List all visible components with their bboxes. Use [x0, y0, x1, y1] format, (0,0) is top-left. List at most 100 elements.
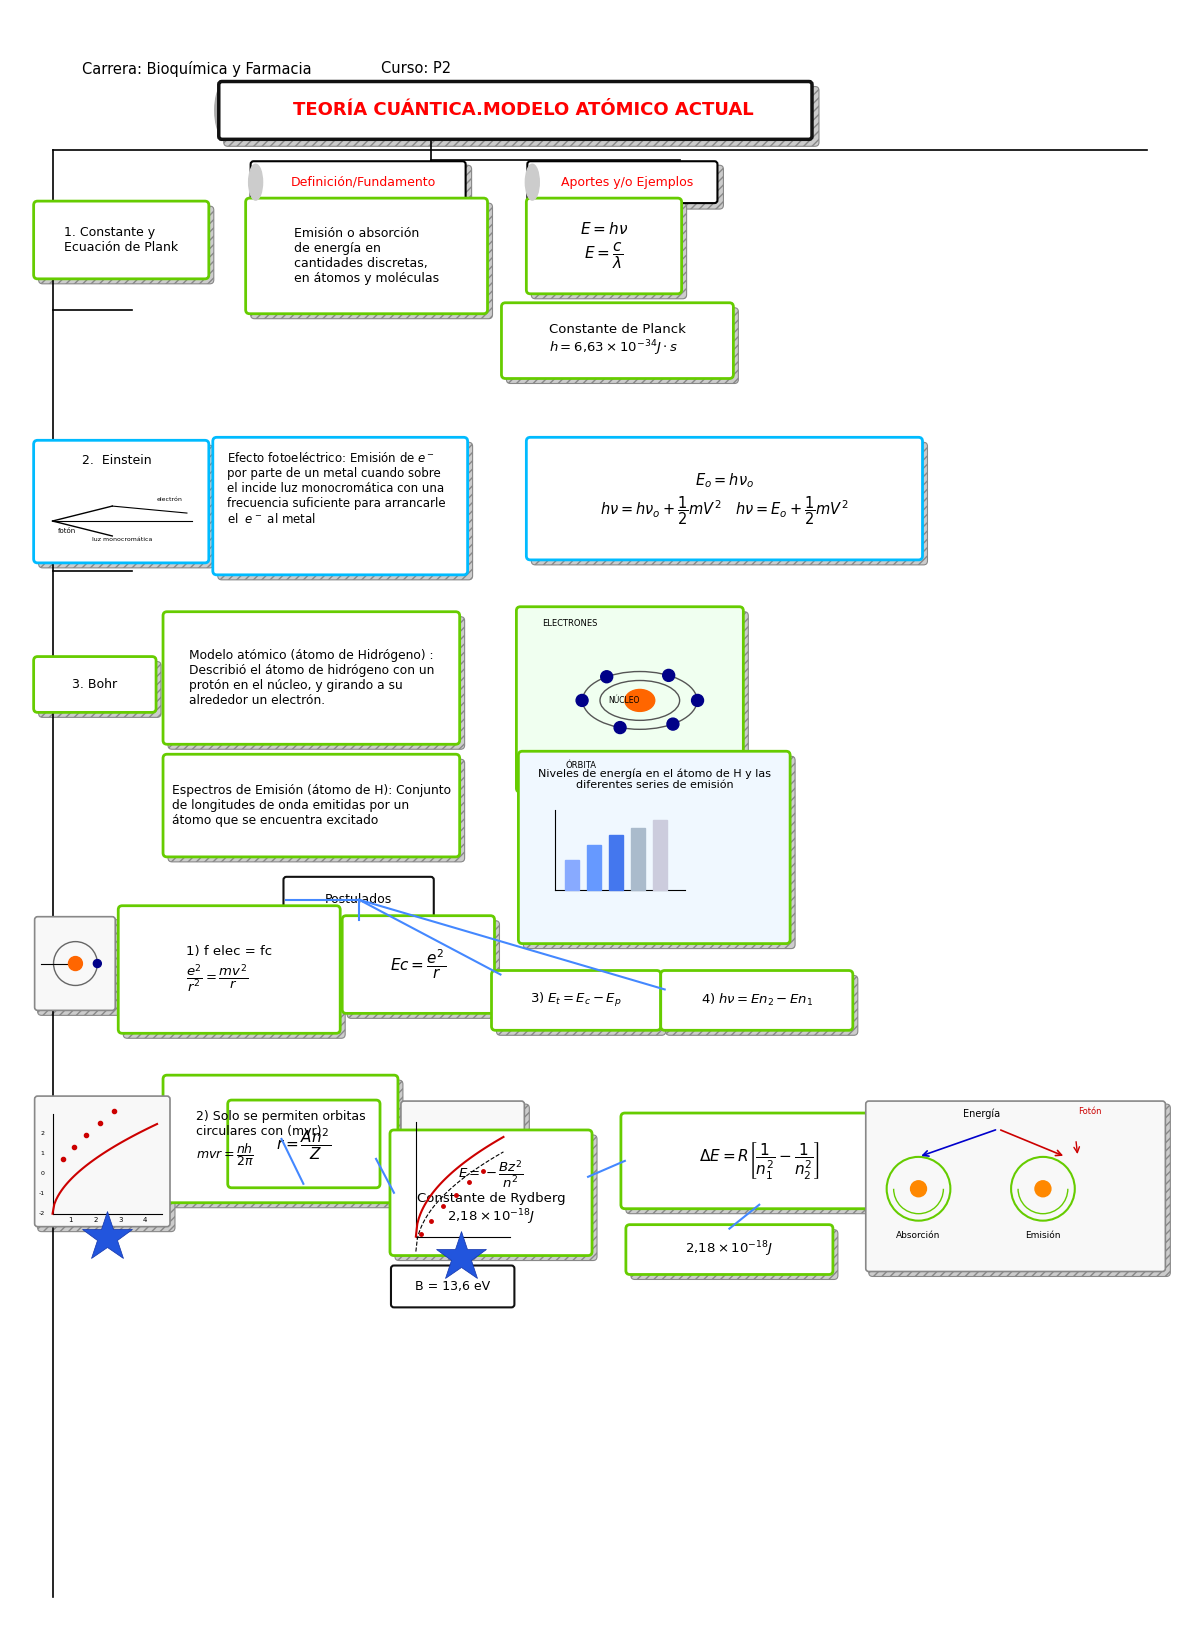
Circle shape — [576, 695, 588, 707]
FancyBboxPatch shape — [124, 911, 346, 1038]
Bar — [608, 835, 623, 890]
FancyBboxPatch shape — [532, 203, 686, 299]
Text: Definición/Fundamento: Definición/Fundamento — [290, 175, 436, 188]
FancyBboxPatch shape — [527, 198, 682, 294]
Bar — [587, 845, 601, 890]
FancyBboxPatch shape — [38, 662, 161, 718]
Text: -2: -2 — [38, 1212, 44, 1217]
Text: luz monocromática: luz monocromática — [92, 537, 152, 542]
Text: Modelo atómico (átomo de Hidrógeno) :
Describió el átomo de hidrógeno con un
pro: Modelo atómico (átomo de Hidrógeno) : De… — [188, 649, 434, 707]
FancyBboxPatch shape — [631, 1230, 838, 1280]
Text: ÓRBITA: ÓRBITA — [565, 761, 596, 771]
FancyBboxPatch shape — [492, 971, 661, 1030]
FancyBboxPatch shape — [228, 1100, 380, 1187]
Text: Emisión o absorción
de energía en
cantidades discretas,
en átomos y moléculas: Emisión o absorción de energía en cantid… — [294, 226, 439, 286]
Text: $3)\; E_t = E_c - E_p$: $3)\; E_t = E_c - E_p$ — [530, 991, 622, 1009]
FancyBboxPatch shape — [35, 916, 115, 1010]
FancyBboxPatch shape — [502, 302, 733, 378]
Text: $E = h\nu$
$E = \dfrac{c}{\lambda}$: $E = h\nu$ $E = \dfrac{c}{\lambda}$ — [580, 221, 628, 271]
FancyBboxPatch shape — [38, 446, 214, 568]
Circle shape — [1034, 1180, 1051, 1197]
Circle shape — [662, 669, 674, 682]
FancyBboxPatch shape — [38, 206, 214, 284]
Text: $E_o = h\nu_o$
$h\nu = h\nu_o + \dfrac{1}{2}mV^2 \quad h\nu = E_o + \dfrac{1}{2}: $E_o = h\nu_o$ $h\nu = h\nu_o + \dfrac{1… — [600, 472, 848, 527]
FancyBboxPatch shape — [626, 1118, 902, 1213]
Circle shape — [601, 670, 613, 684]
FancyBboxPatch shape — [168, 1080, 403, 1209]
FancyBboxPatch shape — [395, 1134, 598, 1260]
FancyBboxPatch shape — [506, 307, 738, 383]
FancyBboxPatch shape — [34, 441, 209, 563]
Text: Postulados: Postulados — [325, 893, 392, 906]
Circle shape — [667, 718, 679, 730]
Text: Efecto fotoeléctrico: Emisión de $e^-$
por parte de un metal cuando sobre
el inc: Efecto fotoeléctrico: Emisión de $e^-$ p… — [227, 451, 445, 527]
FancyBboxPatch shape — [391, 1266, 515, 1308]
FancyBboxPatch shape — [521, 613, 749, 797]
FancyBboxPatch shape — [37, 920, 120, 1015]
FancyBboxPatch shape — [233, 1105, 385, 1192]
FancyBboxPatch shape — [283, 877, 433, 923]
Ellipse shape — [625, 690, 655, 712]
Text: 4: 4 — [143, 1217, 148, 1223]
FancyBboxPatch shape — [218, 81, 812, 139]
FancyBboxPatch shape — [246, 198, 487, 314]
Text: Constante de Planck
$h = 6{,}63 \times 10^{-34}J \cdot s$: Constante de Planck $h = 6{,}63 \times 1… — [548, 324, 686, 358]
FancyBboxPatch shape — [168, 617, 464, 750]
Text: fotón: fotón — [58, 528, 76, 533]
FancyBboxPatch shape — [865, 1101, 1165, 1271]
Text: 3: 3 — [118, 1217, 122, 1223]
Text: Emisión: Emisión — [1025, 1230, 1061, 1240]
FancyBboxPatch shape — [661, 971, 853, 1030]
FancyBboxPatch shape — [532, 165, 724, 210]
FancyBboxPatch shape — [518, 751, 790, 944]
FancyBboxPatch shape — [620, 1113, 898, 1209]
Text: 2: 2 — [41, 1131, 44, 1136]
FancyBboxPatch shape — [163, 755, 460, 857]
FancyBboxPatch shape — [523, 756, 796, 949]
Bar — [565, 860, 580, 890]
Text: -1: -1 — [38, 1192, 44, 1197]
Text: NÚCLEO: NÚCLEO — [608, 697, 640, 705]
FancyBboxPatch shape — [527, 162, 718, 203]
FancyBboxPatch shape — [254, 165, 472, 210]
FancyBboxPatch shape — [168, 759, 464, 862]
Text: Espectros de Emisión (átomo de H): Conjunto
de longitudes de onda emitidas por u: Espectros de Emisión (átomo de H): Conju… — [172, 784, 451, 827]
FancyBboxPatch shape — [35, 1096, 170, 1227]
Text: $\Delta E = R\left[\dfrac{1}{n_1^2} - \dfrac{1}{n_2^2}\right]$: $\Delta E = R\left[\dfrac{1}{n_1^2} - \d… — [698, 1141, 820, 1182]
Text: Aportes y/o Ejemplos: Aportes y/o Ejemplos — [562, 175, 694, 188]
Text: Energía: Energía — [962, 1108, 1000, 1119]
Circle shape — [68, 956, 83, 971]
Text: Fotón: Fotón — [1078, 1108, 1102, 1116]
Text: $Ec = \dfrac{e^2}{r}$: $Ec = \dfrac{e^2}{r}$ — [390, 948, 446, 981]
FancyBboxPatch shape — [37, 1100, 175, 1232]
FancyBboxPatch shape — [626, 1225, 833, 1275]
Text: $2{,}18 \times 10^{-18}J$: $2{,}18 \times 10^{-18}J$ — [685, 1240, 774, 1260]
Text: 0: 0 — [41, 1171, 44, 1176]
FancyBboxPatch shape — [217, 442, 473, 580]
FancyBboxPatch shape — [390, 1129, 592, 1255]
Ellipse shape — [248, 163, 263, 200]
Text: Curso: P2: Curso: P2 — [382, 61, 451, 76]
Bar — [653, 821, 667, 890]
Text: ELECTRONES: ELECTRONES — [542, 619, 598, 627]
FancyBboxPatch shape — [666, 976, 858, 1035]
Text: Absorción: Absorción — [896, 1230, 941, 1240]
Text: 1: 1 — [68, 1217, 73, 1223]
FancyBboxPatch shape — [34, 201, 209, 279]
FancyBboxPatch shape — [163, 1075, 398, 1202]
Text: 2: 2 — [94, 1217, 97, 1223]
Text: Niveles de energía en el átomo de H y las
diferentes series de emisión: Niveles de energía en el átomo de H y la… — [539, 768, 772, 791]
FancyBboxPatch shape — [527, 438, 923, 560]
Text: B = 13,6 eV: B = 13,6 eV — [415, 1280, 491, 1293]
Text: 2.  Einstein: 2. Einstein — [83, 454, 152, 467]
Bar — [631, 829, 644, 890]
FancyBboxPatch shape — [497, 976, 666, 1035]
Circle shape — [911, 1180, 926, 1197]
FancyBboxPatch shape — [342, 916, 494, 1014]
Text: TEORÍA CUÁNTICA.MODELO ATÓMICO ACTUAL: TEORÍA CUÁNTICA.MODELO ATÓMICO ACTUAL — [293, 101, 754, 119]
Text: $r = \dfrac{An^2}{Z}$: $r = \dfrac{An^2}{Z}$ — [276, 1126, 331, 1162]
Text: Carrera: Bioquímica y Farmacia: Carrera: Bioquímica y Farmacia — [83, 61, 312, 76]
FancyBboxPatch shape — [532, 442, 928, 565]
Ellipse shape — [526, 163, 539, 200]
FancyBboxPatch shape — [516, 606, 743, 792]
